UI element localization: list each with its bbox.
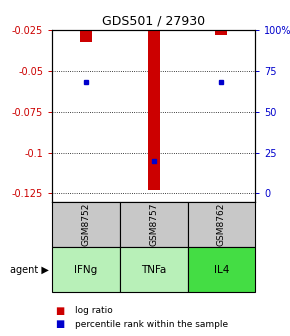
Text: log ratio: log ratio bbox=[75, 306, 113, 315]
Title: GDS501 / 27930: GDS501 / 27930 bbox=[102, 15, 205, 28]
Bar bbox=[148, 30, 160, 190]
Text: IFNg: IFNg bbox=[75, 265, 98, 275]
Bar bbox=[52, 202, 120, 247]
Bar bbox=[80, 30, 92, 42]
Bar bbox=[188, 202, 255, 247]
Bar bbox=[52, 247, 120, 292]
Text: ■: ■ bbox=[55, 319, 64, 329]
Text: ■: ■ bbox=[55, 306, 64, 316]
Text: IL4: IL4 bbox=[214, 265, 229, 275]
Text: GSM8762: GSM8762 bbox=[217, 203, 226, 246]
Text: GSM8757: GSM8757 bbox=[149, 203, 158, 246]
Bar bbox=[120, 202, 188, 247]
Bar bbox=[120, 247, 188, 292]
Text: agent ▶: agent ▶ bbox=[10, 265, 49, 275]
Bar bbox=[215, 30, 227, 35]
Text: percentile rank within the sample: percentile rank within the sample bbox=[75, 320, 229, 329]
Text: GSM8752: GSM8752 bbox=[81, 203, 90, 246]
Text: TNFa: TNFa bbox=[141, 265, 166, 275]
Bar bbox=[188, 247, 255, 292]
